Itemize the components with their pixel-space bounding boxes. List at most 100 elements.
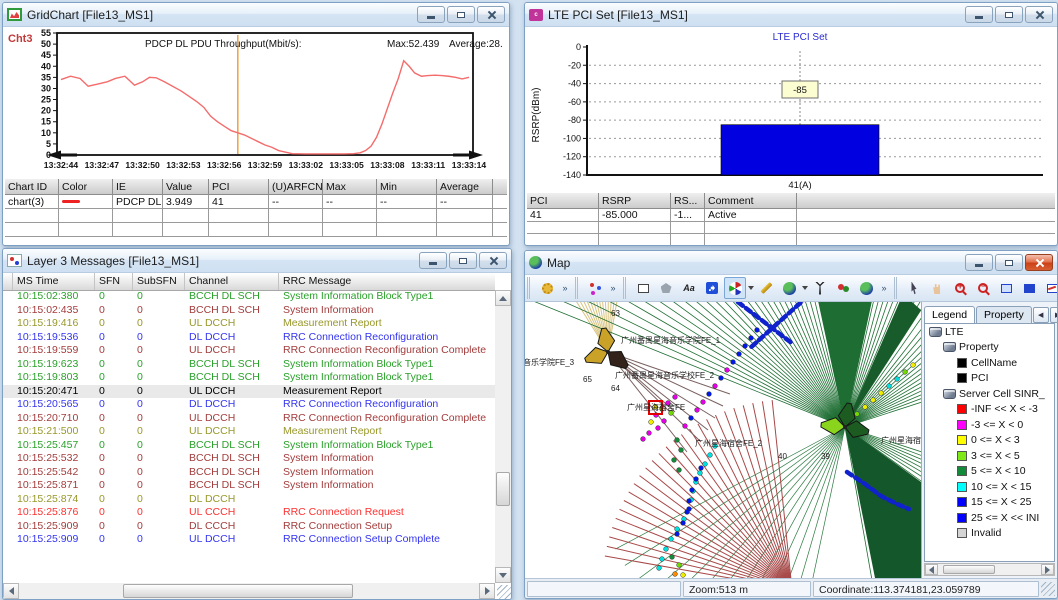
scroll-up-button[interactable] — [495, 290, 511, 306]
legend-item[interactable]: LTE — [925, 324, 1054, 340]
table-row[interactable]: 41-85.000-1...Active — [527, 209, 1055, 222]
map-titlebar[interactable]: Map — [525, 251, 1057, 275]
l3-message-row[interactable]: 10:15:25:54200BCCH DL SCHSystem Informat… — [3, 466, 495, 480]
close-button[interactable] — [1025, 254, 1053, 271]
l3-message-row[interactable]: 10:15:20:56500DL DCCHRRC Connection Reco… — [3, 398, 495, 412]
legend-horizontal-scrollbar[interactable] — [924, 563, 1055, 576]
l3-message-row[interactable]: 10:15:20:47100UL DCCHMeasurement Report — [3, 385, 495, 399]
throughput-line-chart[interactable]: 051015202530354045505513:32:4413:32:4713… — [3, 27, 507, 175]
legend-item[interactable]: Server Cell SINR_ — [925, 386, 1054, 402]
table-row[interactable]: chart(3)PDCP DL PDU Throughput3.94941---… — [5, 195, 507, 209]
restore-button[interactable] — [449, 252, 477, 269]
cell-site-sector[interactable] — [608, 352, 628, 369]
h-scroll-thumb[interactable] — [123, 584, 353, 598]
scroll-left-button[interactable] — [925, 564, 938, 575]
l3-titlebar[interactable]: Layer 3 Messages [File13_MS1] — [3, 249, 511, 273]
restore-button[interactable] — [447, 6, 475, 23]
minimize-button[interactable] — [419, 252, 447, 269]
zoom-full-extent-icon[interactable] — [1018, 277, 1040, 299]
column-header[interactable]: SFN — [95, 273, 133, 290]
legend-item[interactable]: -3 <= X < 0 — [925, 417, 1054, 433]
google-earth-icon[interactable] — [855, 277, 877, 299]
pan-hand-icon[interactable] — [926, 277, 948, 299]
column-header[interactable] — [3, 273, 13, 290]
scroll-down-button[interactable] — [495, 567, 511, 583]
minimize-button[interactable] — [965, 6, 993, 23]
legend-item[interactable]: 15 <= X < 25 — [925, 495, 1054, 511]
table-row[interactable] — [527, 222, 1055, 235]
marker-flag-icon[interactable] — [701, 277, 723, 299]
legend-item[interactable]: PCI — [925, 371, 1054, 387]
route-more-chevron[interactable]: » — [607, 277, 619, 299]
restore-button[interactable] — [995, 6, 1023, 23]
table-row[interactable] — [527, 234, 1055, 245]
v-scroll-thumb[interactable] — [496, 472, 510, 506]
close-button[interactable] — [477, 6, 505, 23]
l3-message-row[interactable]: 10:15:19:80300BCCH DL SCHSystem Informat… — [3, 371, 495, 385]
column-header[interactable]: Channel — [185, 273, 279, 290]
table-row[interactable] — [5, 223, 507, 237]
route-points-icon[interactable] — [584, 277, 606, 299]
restore-button[interactable] — [995, 254, 1023, 271]
close-button[interactable] — [1025, 6, 1053, 23]
column-header[interactable]: SubSFN — [133, 273, 185, 290]
l3-message-row[interactable]: 10:15:25:87600UL CCCHRRC Connection Requ… — [3, 506, 495, 520]
map-canvas[interactable]: 63广州番禺星海音乐学院FE_1音乐学院FE_365广州番禺星海音乐学校FE_2… — [525, 302, 921, 578]
zoom-previous-icon[interactable] — [1041, 277, 1057, 299]
select-cursor-icon[interactable] — [903, 277, 925, 299]
l3-message-row[interactable]: 10:15:20:71000UL DCCHRRC Connection Reco… — [3, 412, 495, 426]
legend-item[interactable]: 3 <= X < 5 — [925, 448, 1054, 464]
legend-item[interactable]: Invalid — [925, 526, 1054, 542]
l3-table-header[interactable]: MS TimeSFNSubSFNChannelRRC Message — [3, 273, 495, 291]
tab-scroll-right-button[interactable]: ▶ — [1050, 307, 1057, 323]
l3-message-row[interactable]: 10:15:19:62300BCCH DL SCHSystem Informat… — [3, 358, 495, 372]
column-header[interactable]: RRC Message — [279, 273, 495, 290]
gears-more-chevron[interactable]: » — [559, 277, 571, 299]
l3-message-row[interactable]: 10:15:25:45700BCCH DL SCHSystem Informat… — [3, 439, 495, 453]
pci-set-titlebar[interactable]: c LTE PCI Set [File13_MS1] — [525, 3, 1057, 27]
scroll-left-button[interactable] — [3, 583, 19, 599]
zoom-out-icon[interactable] — [972, 277, 994, 299]
rectangle-tool-icon[interactable] — [632, 277, 654, 299]
gridchart-titlebar[interactable]: GridChart [File13_MS1] — [3, 3, 509, 27]
legend-item[interactable]: Property — [925, 340, 1054, 356]
h-scroll-thumb[interactable] — [943, 565, 995, 574]
tab-legend[interactable]: Legend — [924, 306, 975, 324]
resize-grip[interactable] — [1041, 582, 1055, 596]
map-layers-globe-icon[interactable] — [778, 277, 800, 299]
l3-message-row[interactable]: 10:15:19:53600DL DCCHRRC Connection Reco… — [3, 331, 495, 345]
serving-cell-icon[interactable] — [832, 277, 854, 299]
column-header[interactable]: MS Time — [13, 273, 95, 290]
sector-display-icon[interactable] — [724, 277, 746, 299]
close-button[interactable] — [479, 252, 507, 269]
legend-item[interactable]: 0 <= X < 3 — [925, 433, 1054, 449]
minimize-button[interactable] — [417, 6, 445, 23]
cell-site-sector[interactable] — [585, 348, 608, 364]
legend-item[interactable]: 25 <= X << INI — [925, 510, 1054, 526]
resize-grip[interactable] — [497, 585, 511, 599]
l3-message-row[interactable]: 10:15:19:41600UL DCCHMeasurement Report — [3, 317, 495, 331]
legend-item[interactable]: 10 <= X < 15 — [925, 479, 1054, 495]
pci-bar-chart[interactable]: LTE PCI Set0-20-40-60-80-100-120-140RSRP… — [525, 27, 1055, 191]
tools-more-chevron[interactable]: » — [878, 277, 890, 299]
measure-tool-icon[interactable] — [755, 277, 777, 299]
l3-message-row[interactable]: 10:15:02:43500BCCH DL SCHSystem Informat… — [3, 304, 495, 318]
l3-horizontal-scrollbar[interactable] — [3, 583, 495, 599]
l3-message-row[interactable]: 10:15:25:90900DL CCCHRRC Connection Setu… — [3, 520, 495, 534]
minimize-button[interactable] — [965, 254, 993, 271]
dropdown-arrow-icon[interactable] — [748, 286, 754, 290]
l3-message-row[interactable]: 10:15:21:50000UL DCCHMeasurement Report — [3, 425, 495, 439]
legend-item[interactable]: 5 <= X < 10 — [925, 464, 1054, 480]
l3-message-row[interactable]: 10:15:25:87400DL DCCH — [3, 493, 495, 507]
tab-scroll-left-button[interactable]: ◀ — [1033, 307, 1049, 323]
l3-message-row[interactable]: 10:15:25:90900UL DCCHRRC Connection Setu… — [3, 533, 495, 547]
scroll-right-button[interactable] — [1041, 564, 1054, 575]
polygon-tool-icon[interactable] — [655, 277, 677, 299]
gears-icon[interactable] — [536, 277, 558, 299]
l3-message-row[interactable]: 10:15:25:87100BCCH DL SCHSystem Informat… — [3, 479, 495, 493]
text-label-tool-icon[interactable]: Aa — [678, 277, 700, 299]
dropdown-arrow-icon[interactable] — [802, 286, 808, 290]
l3-vertical-scrollbar[interactable] — [495, 290, 511, 583]
tab-property[interactable]: Property — [976, 306, 1032, 323]
l3-message-row[interactable]: 10:15:02:38000BCCH DL SCHSystem Informat… — [3, 290, 495, 304]
